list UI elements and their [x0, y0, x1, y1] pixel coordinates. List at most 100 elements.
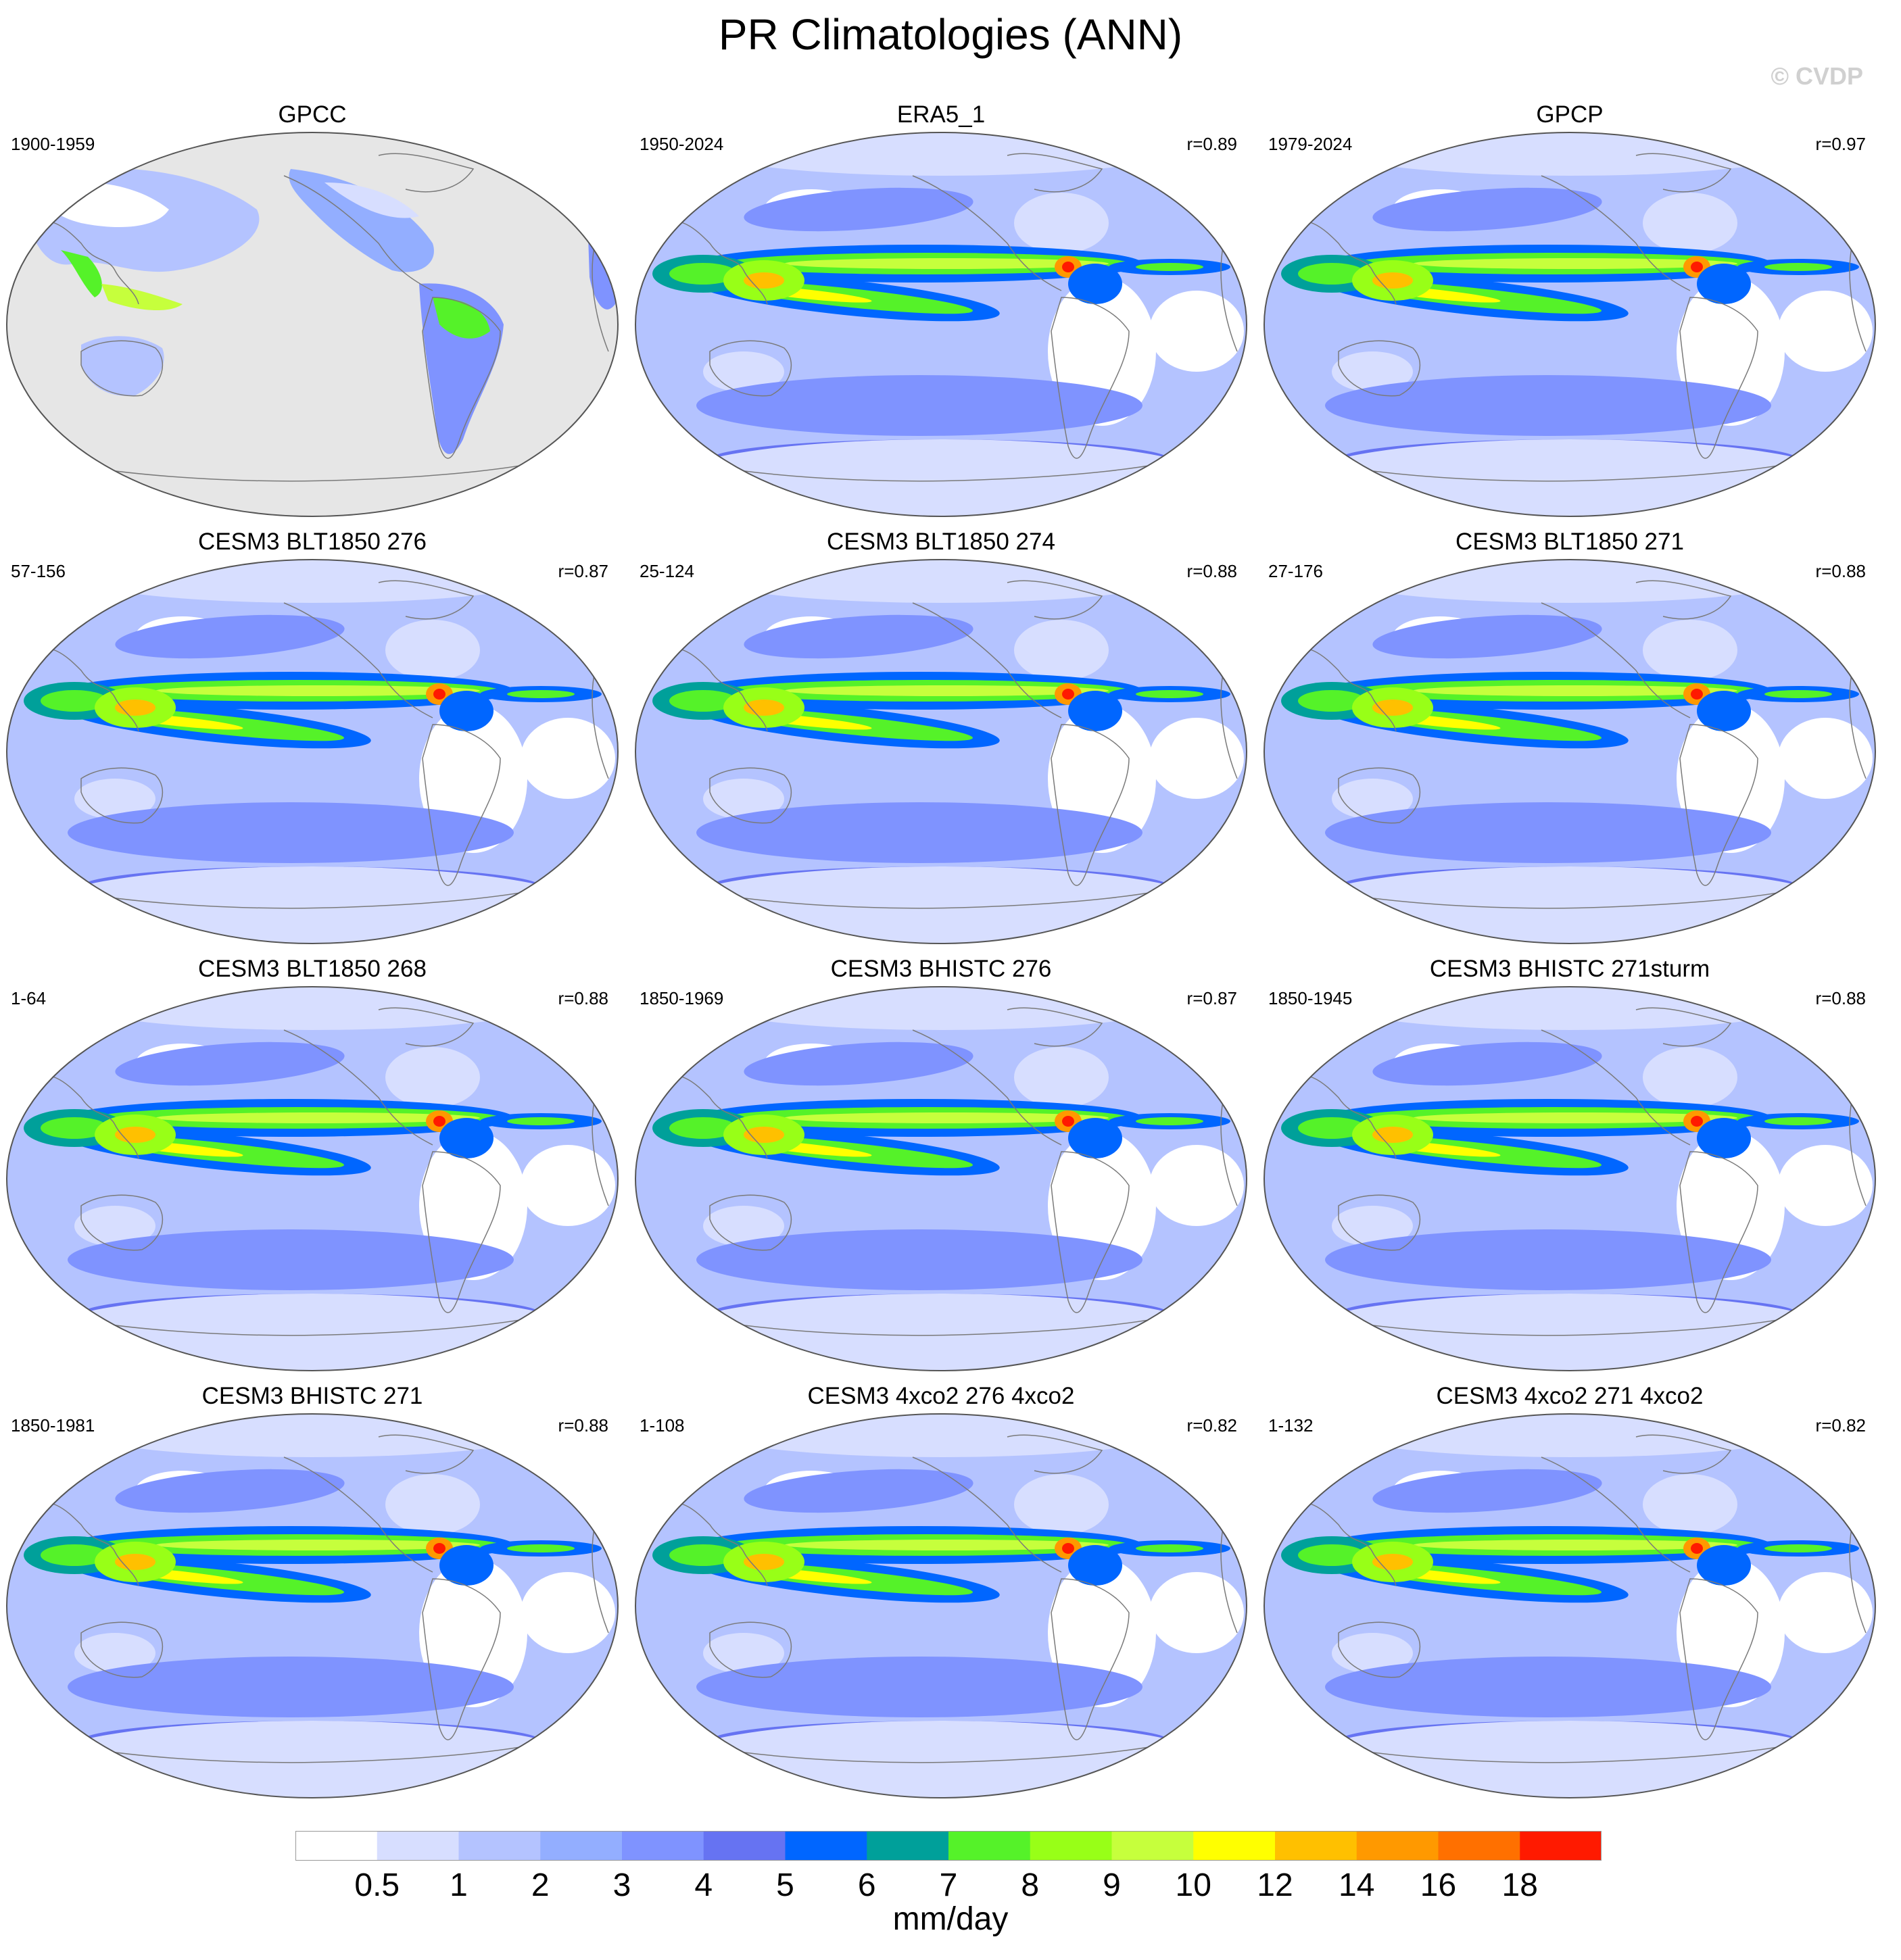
panel-period: 1850-1981 — [11, 1415, 95, 1436]
atlantic-itcz-core — [1764, 1117, 1832, 1125]
coastline-3 — [1051, 1151, 1130, 1313]
indian-ocean-rain-core — [669, 690, 737, 712]
coastline-1 — [1338, 340, 1420, 397]
panel-correlation: r=0.82 — [1815, 1415, 1866, 1436]
coastline-2 — [283, 1456, 433, 1573]
storm-track-southern — [696, 1229, 1142, 1290]
dry-zone-ne-pacific — [1643, 193, 1737, 253]
atlantic-itcz-core — [1764, 1544, 1832, 1552]
amazon-rain — [1697, 1118, 1751, 1158]
indian-ocean-rain-core — [1298, 1117, 1366, 1139]
coastline-4 — [1635, 153, 1732, 193]
panel-period: 27-176 — [1268, 561, 1323, 581]
storm-track-southern — [1325, 802, 1771, 863]
colorbar — [295, 1831, 1602, 1861]
itcz-core — [784, 1112, 1109, 1123]
panel-period: 25-124 — [640, 561, 694, 581]
panel-title: CESM3 4xco2 276 4xco2 — [807, 1383, 1075, 1409]
coastline-6 — [80, 452, 582, 482]
coastline-1 — [1338, 767, 1420, 824]
dry-zone-south-atlantic — [1778, 1145, 1873, 1226]
atlantic-itcz-core — [1136, 1544, 1203, 1552]
panel-title: CESM3 BLT1850 274 — [827, 529, 1055, 555]
coastline-2 — [912, 175, 1062, 291]
panel-title: CESM3 BHISTC 271 — [201, 1383, 423, 1409]
coastline-4 — [1635, 1434, 1732, 1474]
map-panel: ERA5_1 1950-2024 r=0.89 — [629, 101, 1253, 527]
coastline-3 — [422, 1578, 501, 1740]
panel-title: GPCP — [1536, 101, 1604, 128]
indian-ocean-rain-core — [1298, 263, 1366, 285]
colorbar-swatch — [1111, 1831, 1194, 1861]
coastline-3 — [1051, 1578, 1130, 1740]
storm-track-north-pacific — [1372, 187, 1602, 232]
storm-track-southern — [696, 802, 1142, 863]
colorbar-tick: 0.5 — [354, 1867, 400, 1903]
panama-peak — [1691, 1543, 1703, 1554]
amazon-rain — [1068, 1545, 1122, 1586]
dry-zone-ne-pacific — [1643, 1047, 1737, 1108]
land-africa-edge — [588, 237, 615, 310]
indian-ocean-rain-core — [41, 1117, 108, 1139]
storm-track-north-pacific — [744, 187, 973, 232]
colorbar-swatch — [1275, 1831, 1357, 1861]
indian-ocean-rain-core — [669, 1117, 737, 1139]
maritime-continent-core — [1372, 1554, 1413, 1570]
antarctic-dry — [671, 439, 1211, 516]
coastline-3 — [422, 1151, 501, 1313]
coastline-5 — [1849, 1524, 1867, 1634]
precip-map — [1264, 132, 1876, 517]
maritime-continent-core — [115, 1554, 155, 1570]
antarctic-dry — [1299, 439, 1840, 516]
amazon-rain — [1697, 691, 1751, 731]
colorbar-tick: 18 — [1501, 1867, 1538, 1903]
dry-zone-south-atlantic — [1778, 718, 1873, 799]
colorbar-tick: 14 — [1339, 1867, 1375, 1903]
itcz-core — [1413, 258, 1737, 269]
precip-map — [6, 559, 619, 944]
dry-zone-australia — [703, 1206, 784, 1246]
panama-peak — [1062, 1543, 1074, 1554]
coastline-5 — [592, 1524, 609, 1634]
map-panel: CESM3 4xco2 271 4xco2 1-132 r=0.82 — [1257, 1383, 1882, 1809]
land-amazon-wet — [433, 297, 490, 339]
coastline-2 — [912, 1456, 1062, 1573]
antarctic-dry — [1299, 1721, 1840, 1798]
precip-map — [635, 986, 1247, 1371]
panel-period: 1-132 — [1268, 1415, 1314, 1436]
coastline-2 — [283, 175, 433, 291]
colorbar-swatch — [295, 1831, 378, 1861]
coastline-1 — [1338, 1621, 1420, 1678]
coastline-1 — [80, 1621, 163, 1678]
storm-track-southern — [1325, 1229, 1771, 1290]
dry-zone-australia — [1332, 1633, 1413, 1673]
indian-ocean-rain-core — [669, 263, 737, 285]
coastline-6 — [1338, 1306, 1839, 1336]
colorbar-tick: 2 — [531, 1867, 550, 1903]
figure-title: PR Climatologies (ANN) — [718, 10, 1183, 59]
atlantic-itcz-core — [1764, 690, 1832, 698]
storm-track-southern — [696, 375, 1142, 436]
coastline-6 — [80, 1306, 582, 1336]
panel-period: 1-108 — [640, 1415, 685, 1436]
panel-title: CESM3 BHISTC 271sturm — [1429, 956, 1710, 982]
coastline-6 — [1338, 1734, 1839, 1763]
map-panel: CESM3 BHISTC 271 1850-1981 r=0.88 — [0, 1383, 625, 1809]
storm-track-north-pacific — [115, 1042, 345, 1086]
dry-zone-ne-pacific — [1014, 620, 1109, 681]
panel-period: 1900-1959 — [11, 134, 95, 154]
cvdp-watermark: © CVDP — [1771, 62, 1863, 90]
amazon-rain — [1068, 1118, 1122, 1158]
storm-track-southern — [68, 1657, 514, 1717]
dry-zone-australia — [703, 1633, 784, 1673]
land-wet-se-asia — [61, 250, 102, 297]
coastline-6 — [1338, 879, 1839, 909]
dry-zone-ne-pacific — [385, 1474, 480, 1535]
panel-correlation: r=0.88 — [1815, 561, 1866, 581]
storm-track-north-pacific — [744, 1042, 973, 1086]
dry-zone-ne-pacific — [385, 620, 480, 681]
panama-peak — [1691, 262, 1703, 272]
coastline-4 — [378, 1434, 475, 1474]
storm-track-north-pacific — [1372, 1469, 1602, 1513]
map-border — [635, 132, 1247, 517]
